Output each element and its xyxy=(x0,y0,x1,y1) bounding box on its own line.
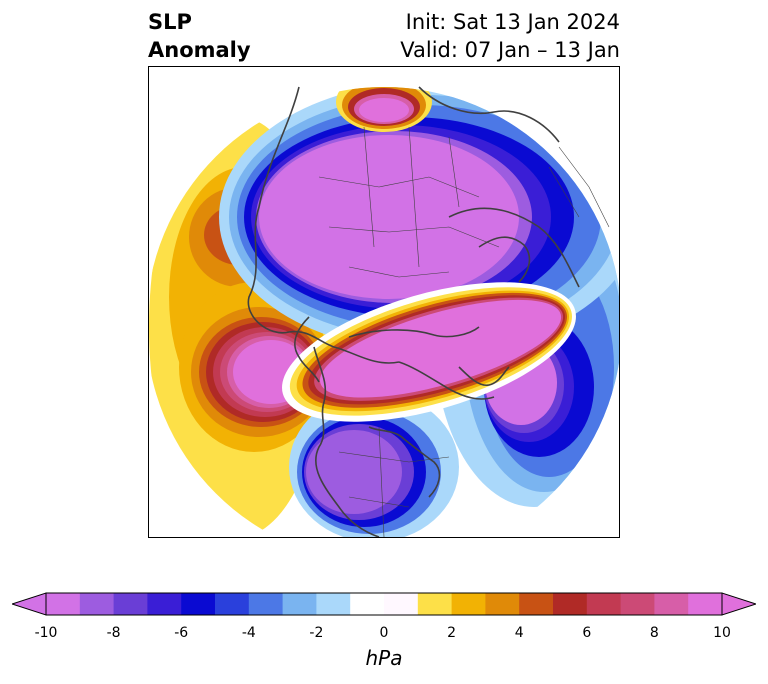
colorbar-tick-label: -2 xyxy=(309,625,324,641)
title-line-1: SLP xyxy=(148,10,192,34)
colorbar-tick-label: 8 xyxy=(649,625,659,641)
coastlines xyxy=(247,86,580,537)
colorbar-segment xyxy=(519,593,554,615)
colorbar-segment xyxy=(113,593,148,615)
colorbar-tick-label: 4 xyxy=(514,625,524,641)
colorbar-extend-max xyxy=(721,592,756,616)
colorbar-segments xyxy=(46,593,723,615)
colorbar-segment xyxy=(654,593,689,615)
colorbar xyxy=(12,592,756,616)
negative-anomaly-north xyxy=(219,87,619,352)
valid-range: Valid: 07 Jan – 13 Jan xyxy=(400,38,620,62)
colorbar-tick-label: -10 xyxy=(34,625,58,641)
colorbar-segment xyxy=(147,593,182,615)
positive-anomaly-arctic xyxy=(282,282,576,422)
colorbar-segment xyxy=(485,593,520,615)
colorbar-tick-label: 0 xyxy=(379,625,389,641)
borders xyxy=(318,126,610,537)
colorbar-tick-label: 10 xyxy=(713,625,731,641)
colorbar-segment xyxy=(46,593,81,615)
anomaly-map xyxy=(149,86,619,537)
colorbar-segment xyxy=(553,593,588,615)
colorbar-extend-min xyxy=(12,592,47,616)
colorbar-units: hPa xyxy=(365,646,403,670)
colorbar-segment xyxy=(586,593,622,615)
colorbar-segment xyxy=(688,593,723,615)
chart-title: SLP Anomaly xyxy=(148,8,251,64)
colorbar-segment xyxy=(248,593,284,615)
colorbar-segment xyxy=(181,593,216,615)
title-line-2: Anomaly xyxy=(148,38,251,62)
colorbar-segment xyxy=(282,593,317,615)
colorbar-tick-label: 6 xyxy=(582,625,592,641)
colorbar-tick-label: -8 xyxy=(106,625,121,641)
colorbar-segment xyxy=(350,593,385,615)
colorbar-segment xyxy=(451,593,486,615)
colorbar-segment xyxy=(620,593,655,615)
colorbar-segment xyxy=(215,593,250,615)
init-date: Init: Sat 13 Jan 2024 xyxy=(405,10,620,34)
colorbar-segment xyxy=(417,593,453,615)
positive-anomaly-top xyxy=(336,87,432,132)
colorbar-tick-label: -4 xyxy=(241,625,256,641)
valid-period: Init: Sat 13 Jan 2024 Valid: 07 Jan – 13… xyxy=(400,8,620,64)
anomaly-field xyxy=(149,87,619,537)
colorbar-outline xyxy=(45,592,723,616)
colorbar-tick-label: 2 xyxy=(447,625,457,641)
map-panel xyxy=(148,66,620,538)
colorbar-segment xyxy=(79,593,115,615)
colorbar-segment xyxy=(316,593,351,615)
colorbar-segment xyxy=(384,593,419,615)
colorbar-tick-label: -6 xyxy=(174,625,189,641)
